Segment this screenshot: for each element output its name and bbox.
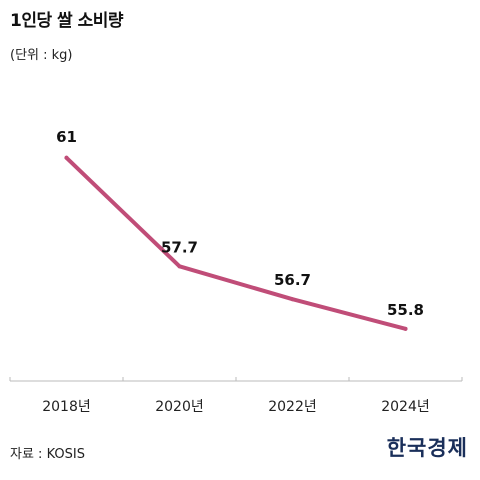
data-point xyxy=(64,155,69,160)
series-line xyxy=(64,155,408,331)
x-tick-label: 2020년 xyxy=(155,399,204,415)
data-label: 56.7 xyxy=(274,271,311,289)
unit-label: (단위 : kg) xyxy=(10,48,73,63)
source-note: 자료 : KOSIS xyxy=(10,447,85,462)
x-tick-label: 2018년 xyxy=(42,399,91,415)
data-point xyxy=(403,326,408,331)
x-tick-label: 2022년 xyxy=(268,399,317,415)
data-label: 57.7 xyxy=(161,238,198,256)
data-label: 55.8 xyxy=(387,301,424,319)
data-point xyxy=(290,297,295,302)
x-tick-label: 2024년 xyxy=(381,399,430,415)
publisher-logo: 한국경제 xyxy=(386,435,468,460)
chart-title: 1인당 쌀 소비량 xyxy=(10,11,124,31)
data-label: 61 xyxy=(56,128,77,146)
data-point xyxy=(177,264,182,269)
